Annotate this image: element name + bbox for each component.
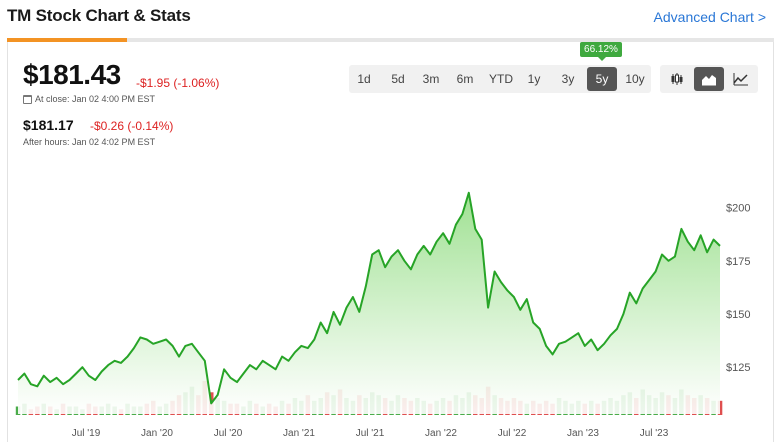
range-1d-button[interactable]: 1d <box>357 72 371 86</box>
last-price: $181.43 <box>23 59 121 90</box>
calendar-icon <box>23 94 32 104</box>
x-tick-label: Jan '23 <box>567 428 599 439</box>
range-5y-button[interactable]: 5y <box>587 67 617 91</box>
price-area <box>18 192 720 414</box>
tab-indicator-accent <box>7 38 127 42</box>
close-time-row: At close: Jan 02 4:00 PM EST <box>23 94 155 104</box>
x-tick-label: Jan '22 <box>425 428 457 439</box>
x-tick-label: Jul '22 <box>498 428 527 439</box>
range-3m-button[interactable]: 3m <box>422 72 440 86</box>
advanced-chart-link[interactable]: Advanced Chart > <box>653 9 766 25</box>
range-5d-button[interactable]: 5d <box>391 72 405 86</box>
y-tick-label: $175 <box>726 256 750 268</box>
range-1y-button[interactable]: 1y <box>527 72 541 86</box>
y-tick-label: $200 <box>726 203 750 215</box>
line-chart-icon <box>733 73 748 86</box>
chart-type-selector <box>660 65 758 93</box>
range-performance-tooltip: 66.12% <box>580 42 622 57</box>
after-hours-price: $181.17 <box>23 117 74 133</box>
y-tick-label: $125 <box>726 362 750 374</box>
y-tick-label: $150 <box>726 309 750 321</box>
close-time: At close: Jan 02 4:00 PM EST <box>35 94 156 104</box>
volume-bar <box>717 400 723 415</box>
x-axis: Jul '19 Jan '20 Jul '20 Jan '21 Jul '21 Jan '… <box>72 428 669 439</box>
candlestick-icon <box>671 73 683 85</box>
price-line <box>17 191 721 405</box>
range-3y-button[interactable]: 3y <box>561 72 575 86</box>
range-ytd-button[interactable]: YTD <box>489 72 513 86</box>
y-axis: $125 $150 $175 $200 <box>726 203 750 375</box>
price-chart[interactable]: $125 $150 $175 $200 Jul '19 Jan '20 Jul '20 Ja… <box>0 150 781 442</box>
candlestick-button[interactable] <box>662 67 692 91</box>
tab-indicator-bar <box>7 38 774 42</box>
x-tick-label: Jan '20 <box>141 428 173 439</box>
after-hours-change: -$0.26 (-0.14%) <box>90 119 174 133</box>
x-tick-label: Jul '21 <box>356 428 385 439</box>
x-tick-label: Jan '21 <box>283 428 315 439</box>
tooltip-arrow <box>598 57 606 61</box>
area-chart-button[interactable] <box>694 67 724 91</box>
range-6m-button[interactable]: 6m <box>456 72 474 86</box>
range-selector: 1d 5d 3m 6m YTD 1y 3y 5y 10y <box>349 65 651 93</box>
page-title: TM Stock Chart & Stats <box>7 6 191 25</box>
x-tick-label: Jul '20 <box>214 428 243 439</box>
chart-panel <box>7 42 774 442</box>
area-chart-icon <box>702 75 716 86</box>
price-change: -$1.95 (-1.06%) <box>136 76 220 90</box>
x-tick-label: Jul '23 <box>640 428 669 439</box>
line-chart-button[interactable] <box>726 67 756 91</box>
after-hours-time: After hours: Jan 02 4:02 PM EST <box>23 137 156 147</box>
x-tick-label: Jul '19 <box>72 428 101 439</box>
range-10y-button[interactable]: 10y <box>625 72 645 86</box>
header: TM Stock Chart & Stats Advanced Chart > <box>0 0 781 36</box>
